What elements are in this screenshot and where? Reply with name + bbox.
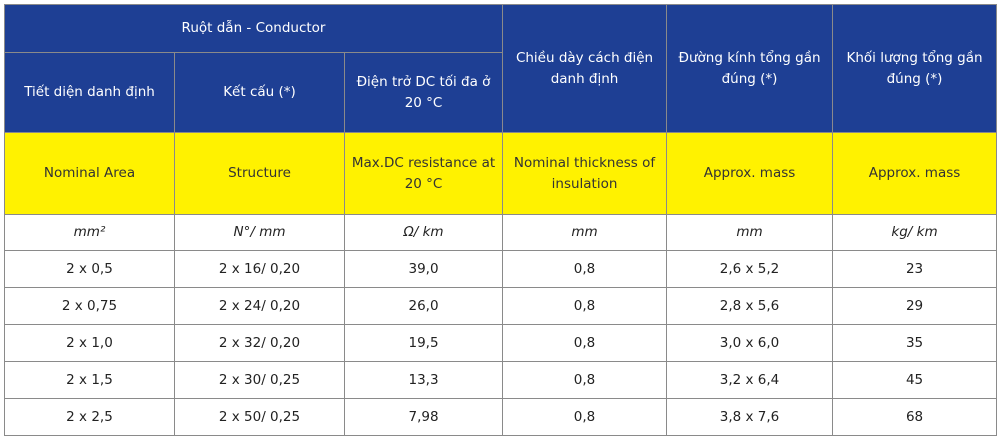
nominal-area-cell: 2 x 0,75 [4, 287, 175, 325]
nominal-area-header-vi: Tiết diện danh định [4, 52, 175, 133]
structure-header-en: Structure [174, 132, 345, 215]
structure-unit: N°/ mm [174, 214, 345, 251]
data-rows: 2 x 0,5 2 x 16/ 0,20 39,0 0,8 2,6 x 5,2 … [4, 250, 998, 436]
overall-mass-cell: 35 [832, 324, 998, 362]
overall-mass-cell: 45 [832, 361, 998, 399]
overall-diameter-cell: 3,8 x 7,6 [666, 398, 834, 436]
insulation-thickness-cell: 0,8 [502, 398, 668, 436]
table-row: 2 x 1,5 2 x 30/ 0,25 13,3 0,8 3,2 x 6,4 … [4, 361, 998, 399]
overall-diameter-cell: 2,8 x 5,6 [666, 287, 834, 325]
table-row: 2 x 2,5 2 x 50/ 0,25 7,98 0,8 3,8 x 7,6 … [4, 398, 998, 436]
overall-diameter-cell: 2,6 x 5,2 [666, 250, 834, 288]
insulation-thickness-cell: 0,8 [502, 250, 668, 288]
max-dc-resistance-unit: Ω/ km [343, 214, 504, 251]
max-dc-resistance-cell: 19,5 [343, 324, 504, 362]
overall-mass-header-en: Approx. mass [832, 132, 998, 215]
header-row-en: Nominal Area Structure Max.DC resistance… [4, 132, 998, 215]
structure-cell: 2 x 32/ 0,20 [174, 324, 345, 362]
overall-mass-unit: kg/ km [832, 214, 998, 251]
overall-mass-header-vi: Khối lượng tổng gần đúng (*) [832, 4, 998, 133]
max-dc-resistance-cell: 7,98 [343, 398, 504, 436]
header-row-group: Ruột dẫn - Conductor Chiều dày cách điện… [3, 4, 998, 133]
insulation-thickness-cell: 0,8 [502, 287, 668, 325]
table-row: 2 x 0,5 2 x 16/ 0,20 39,0 0,8 2,6 x 5,2 … [4, 250, 998, 288]
max-dc-resistance-header-en: Max.DC resistance at 20 °C [343, 132, 504, 215]
structure-cell: 2 x 30/ 0,25 [174, 361, 345, 399]
overall-diameter-cell: 3,2 x 6,4 [666, 361, 834, 399]
structure-cell: 2 x 24/ 0,20 [174, 287, 345, 325]
structure-header-vi: Kết cấu (*) [174, 52, 345, 133]
insulation-thickness-header-vi: Chiều dày cách điện danh định [502, 4, 668, 133]
overall-diameter-header-vi: Đường kính tổng gần đúng (*) [666, 4, 834, 133]
insulation-thickness-cell: 0,8 [502, 361, 668, 399]
overall-diameter-cell: 3,0 x 6,0 [666, 324, 834, 362]
table-row: 2 x 0,75 2 x 24/ 0,20 26,0 0,8 2,8 x 5,6… [4, 287, 998, 325]
units-row: mm² N°/ mm Ω/ km mm mm kg/ km [4, 214, 998, 251]
cable-spec-table: Ruột dẫn - Conductor Chiều dày cách điện… [3, 4, 998, 436]
nominal-area-cell: 2 x 2,5 [4, 398, 175, 436]
nominal-area-cell: 2 x 0,5 [4, 250, 175, 288]
table-row: 2 x 1,0 2 x 32/ 0,20 19,5 0,8 3,0 x 6,0 … [4, 324, 998, 362]
overall-diameter-unit: mm [666, 214, 834, 251]
overall-mass-cell: 23 [832, 250, 998, 288]
insulation-thickness-header-en: Nominal thickness of insulation [502, 132, 668, 215]
max-dc-resistance-cell: 13,3 [343, 361, 504, 399]
structure-cell: 2 x 16/ 0,20 [174, 250, 345, 288]
overall-mass-cell: 68 [832, 398, 998, 436]
conductor-group-header: Ruột dẫn - Conductor [3, 4, 504, 53]
overall-diameter-header-en: Approx. mass [666, 132, 834, 215]
max-dc-resistance-cell: 26,0 [343, 287, 504, 325]
insulation-thickness-cell: 0,8 [502, 324, 668, 362]
max-dc-resistance-cell: 39,0 [343, 250, 504, 288]
nominal-area-cell: 2 x 1,0 [4, 324, 175, 362]
nominal-area-unit: mm² [4, 214, 175, 251]
max-dc-resistance-header-vi: Điện trở DC tối đa ở 20 °C [343, 52, 504, 133]
insulation-thickness-unit: mm [502, 214, 668, 251]
nominal-area-cell: 2 x 1,5 [4, 361, 175, 399]
nominal-area-header-en: Nominal Area [4, 132, 175, 215]
structure-cell: 2 x 50/ 0,25 [174, 398, 345, 436]
overall-mass-cell: 29 [832, 287, 998, 325]
header-row-vi: Tiết diện danh định Kết cấu (*) Điện trở… [4, 52, 997, 133]
